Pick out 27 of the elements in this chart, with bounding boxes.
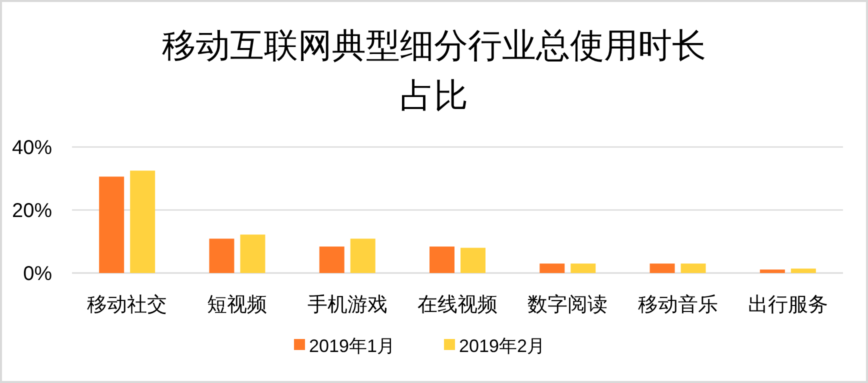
x-tick-label: 在线视频 (418, 292, 498, 316)
x-tick-label: 出行服务 (748, 292, 828, 316)
bar (680, 264, 706, 273)
chart-title: 移动互联网典型细分行业总使用时长占比 (162, 26, 706, 116)
x-tick-label: 移动社交 (87, 292, 168, 316)
bar (99, 176, 124, 273)
bar (430, 246, 454, 273)
bar (130, 170, 156, 273)
x-tick-label: 手机游戏 (307, 292, 388, 316)
bar (650, 264, 675, 273)
bar (319, 246, 344, 273)
bar (760, 270, 785, 273)
bar (350, 238, 376, 273)
legend-label: 2019年2月 (459, 336, 546, 356)
bar (540, 264, 565, 273)
x-tick-label: 移动音乐 (638, 292, 718, 316)
bar (790, 268, 816, 273)
y-tick-label: 20% (12, 200, 52, 222)
bar (240, 234, 266, 273)
x-tick-label: 短视频 (207, 292, 268, 316)
bar (209, 238, 234, 273)
bar (570, 264, 596, 273)
legend-label: 2019年1月 (309, 336, 396, 356)
x-tick-label: 数字阅读 (528, 292, 608, 316)
y-tick-label: 0% (23, 263, 52, 285)
bar (460, 248, 486, 273)
y-tick-label: 40% (12, 137, 52, 159)
